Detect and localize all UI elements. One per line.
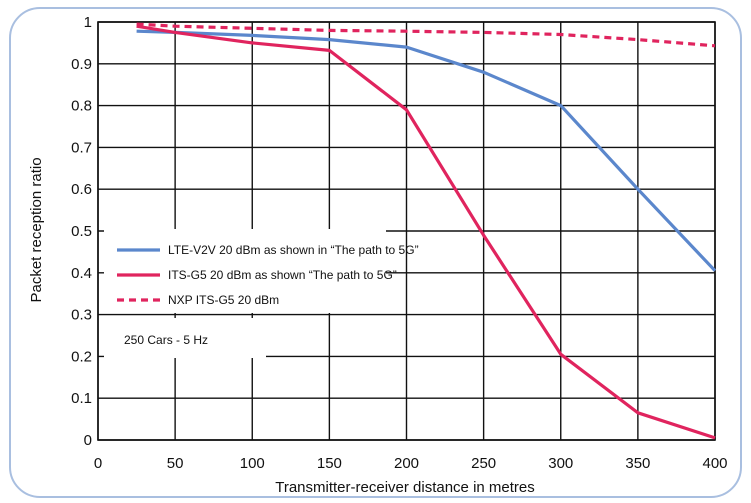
series-layer bbox=[136, 22, 717, 440]
series-line-2 bbox=[136, 24, 716, 440]
plot-border bbox=[97, 21, 716, 441]
legend-box bbox=[104, 229, 386, 313]
y-tick-label: 0.8 bbox=[71, 98, 92, 115]
x-axis-title: Transmitter-receiver distance in metres bbox=[275, 479, 535, 496]
y-tick-label: 0.5 bbox=[71, 223, 92, 240]
annotation-text: 250 Cars - 5 Hz bbox=[124, 333, 208, 347]
legend: LTE-V2V 20 dBm as shown in “The path to … bbox=[104, 229, 419, 313]
x-tick-label: 0 bbox=[94, 455, 102, 472]
legend-label-1: LTE-V2V 20 dBm as shown in “The path to … bbox=[168, 243, 419, 257]
x-tick-label: 350 bbox=[625, 455, 650, 472]
y-axis-ticks: 0 0.1 0.2 0.3 0.4 0.5 0.6 0.7 0.8 0.9 1 bbox=[71, 14, 92, 449]
annotation-box: 250 Cars - 5 Hz bbox=[104, 318, 266, 358]
legend-label-2: ITS-G5 20 dBm as shown “The path to 5G” bbox=[168, 268, 397, 282]
x-tick-label: 50 bbox=[167, 455, 184, 472]
x-tick-label: 150 bbox=[317, 455, 342, 472]
y-axis-title: Packet reception ratio bbox=[28, 157, 45, 302]
x-tick-label: 250 bbox=[471, 455, 496, 472]
y-tick-label: 0.3 bbox=[71, 307, 92, 324]
x-tick-label: 200 bbox=[394, 455, 419, 472]
plot-area-border bbox=[97, 21, 716, 441]
annotation-background bbox=[104, 318, 266, 358]
x-axis-ticks: 0 50 100 150 200 250 300 350 400 bbox=[94, 455, 728, 472]
y-tick-label: 0.2 bbox=[71, 348, 92, 365]
y-tick-label: 0.7 bbox=[71, 139, 92, 156]
y-tick-label: 0.4 bbox=[71, 265, 92, 282]
x-tick-label: 100 bbox=[240, 455, 265, 472]
legend-label-3: NXP ITS-G5 20 dBm bbox=[168, 293, 279, 307]
y-tick-label: 0.6 bbox=[71, 181, 92, 198]
series-line-3 bbox=[136, 22, 716, 48]
x-tick-label: 300 bbox=[548, 455, 573, 472]
y-tick-label: 0 bbox=[84, 432, 92, 449]
y-tick-label: 0.9 bbox=[71, 56, 92, 73]
y-tick-label: 0.1 bbox=[71, 390, 92, 407]
x-tick-label: 400 bbox=[702, 455, 727, 472]
y-tick-label: 1 bbox=[84, 14, 92, 31]
series-line-1 bbox=[136, 29, 717, 272]
